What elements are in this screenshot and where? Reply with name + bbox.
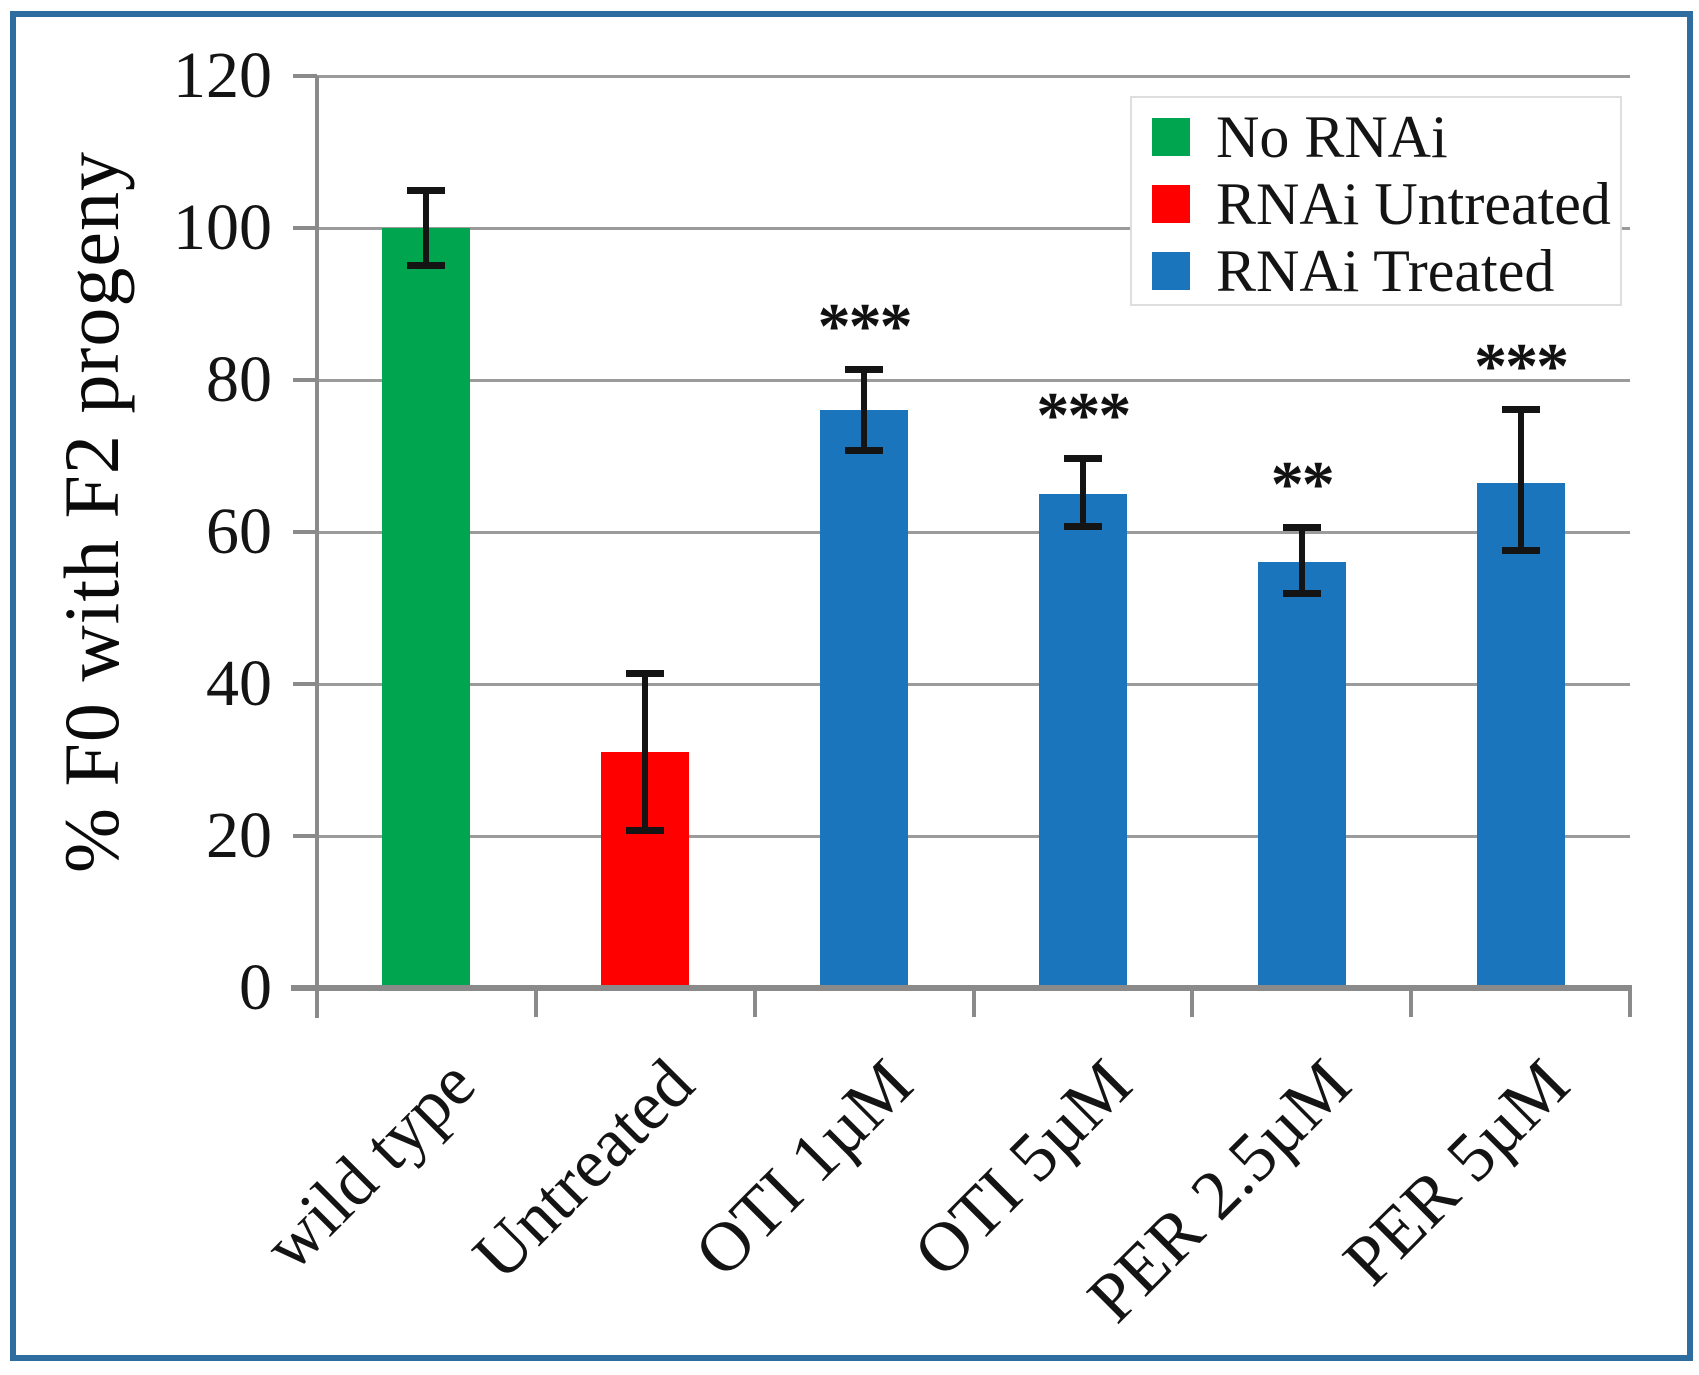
y-tick-label: 20	[206, 799, 272, 872]
x-axis-tick	[315, 985, 319, 1017]
x-axis-line	[291, 985, 1630, 991]
error-bar-cap-bottom	[1282, 590, 1321, 598]
significance-stars: **	[1270, 448, 1335, 522]
y-axis-tick	[293, 74, 317, 78]
legend-swatch	[1152, 184, 1190, 223]
y-axis-tick	[293, 226, 317, 230]
y-axis-line	[315, 76, 319, 1018]
gridline	[317, 226, 1630, 230]
bar	[382, 228, 471, 988]
legend-label: No RNAi	[1216, 103, 1448, 170]
x-axis-tick	[1628, 985, 1632, 1017]
gridline	[317, 378, 1630, 382]
gridline	[317, 530, 1630, 534]
error-bar-cap-top	[845, 365, 884, 373]
y-tick-label: 100	[173, 191, 272, 264]
x-tick-label: OTI 1µM	[681, 1045, 928, 1292]
bar	[1476, 482, 1565, 988]
error-bar-cap-top	[1063, 455, 1102, 463]
error-bar-line	[1298, 527, 1305, 595]
x-axis-tick	[971, 985, 976, 1017]
error-bar-cap-bottom	[626, 826, 665, 834]
error-bar-cap-top	[1282, 524, 1321, 532]
y-axis-tick	[293, 378, 317, 382]
x-axis-tick	[752, 985, 757, 1017]
bar	[1038, 494, 1127, 988]
legend-swatch	[1152, 251, 1190, 290]
error-bar-line	[1079, 458, 1086, 527]
legend-item: RNAi Treated	[1152, 237, 1620, 304]
legend-item: RNAi Untreated	[1152, 170, 1620, 237]
error-bar-cap-top	[407, 187, 446, 194]
y-axis-tick	[293, 682, 317, 686]
bar	[820, 410, 909, 988]
y-axis-tick	[293, 530, 317, 534]
error-bar-line	[861, 368, 868, 452]
error-bar-cap-bottom	[845, 447, 884, 455]
significance-stars: ***	[1474, 329, 1569, 403]
legend: No RNAi RNAi Untreated RNAi Treated	[1130, 96, 1622, 306]
legend-label: RNAi Untreated	[1216, 170, 1611, 237]
error-bar-cap-bottom	[407, 262, 446, 269]
x-tick-label: Untreated	[459, 1045, 709, 1295]
gridline	[317, 682, 1630, 686]
error-bar-line	[642, 672, 649, 831]
y-axis-tick	[293, 834, 317, 838]
legend-label: RNAi Treated	[1216, 237, 1555, 304]
error-bar-cap-bottom	[1501, 547, 1540, 554]
bar	[1257, 562, 1346, 988]
legend-item: No RNAi	[1152, 103, 1620, 170]
y-axis-tick	[293, 986, 317, 990]
x-tick-label: PER 5µM	[1329, 1045, 1585, 1301]
legend-swatch	[1152, 117, 1190, 156]
y-tick-label: 120	[173, 39, 272, 112]
gridline	[317, 834, 1630, 838]
y-tick-label: 80	[206, 343, 272, 416]
x-axis-tick	[1409, 985, 1414, 1017]
gridline	[317, 74, 1630, 78]
error-bar-cap-top	[1501, 405, 1540, 413]
error-bar-line	[423, 190, 430, 266]
x-tick-label: wild type	[250, 1045, 491, 1286]
y-tick-label: 60	[206, 495, 272, 568]
x-axis-tick	[533, 985, 538, 1017]
error-bar-cap-top	[626, 669, 665, 677]
x-axis-tick	[1190, 985, 1195, 1017]
error-bar-line	[1517, 408, 1524, 551]
y-tick-label: 40	[206, 647, 272, 720]
y-tick-label: 0	[239, 951, 272, 1024]
significance-stars: ***	[817, 289, 913, 363]
significance-stars: ***	[1036, 379, 1131, 453]
plot-area: *** *** ** ***	[291, 74, 1630, 991]
error-bar-cap-bottom	[1063, 522, 1102, 530]
